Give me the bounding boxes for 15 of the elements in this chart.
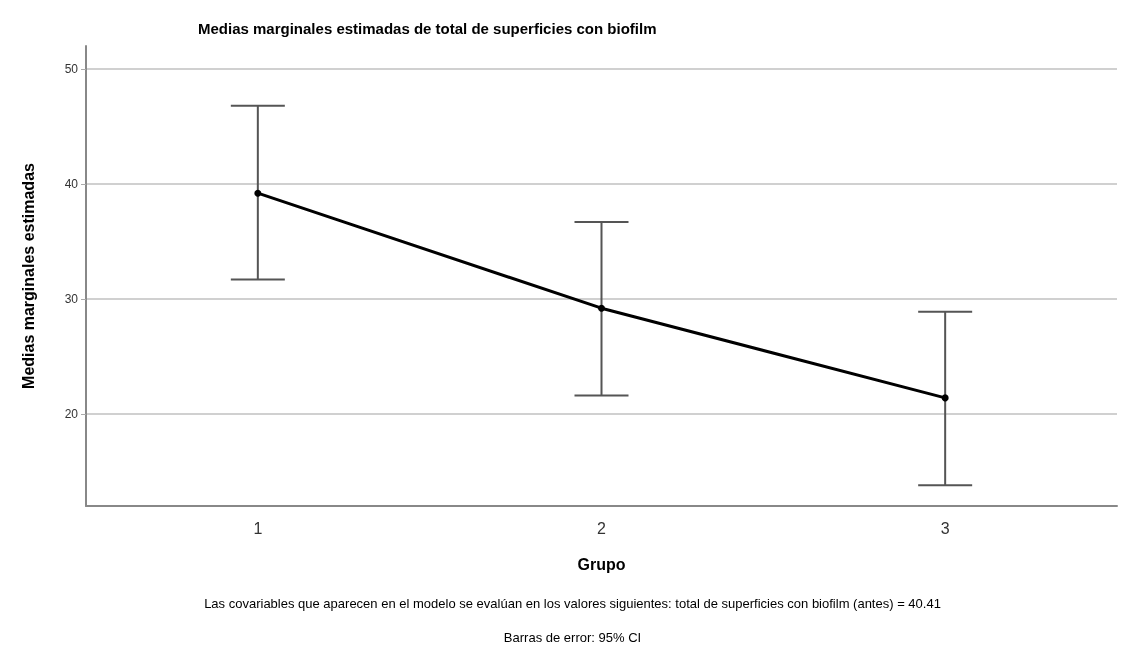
x-tick-label: 3 bbox=[940, 519, 950, 537]
x-axis-title: Grupo bbox=[577, 555, 626, 573]
y-tick-label: 30 bbox=[64, 292, 79, 306]
point bbox=[941, 394, 949, 402]
y-tick-label: 40 bbox=[64, 177, 79, 191]
x-tick-label: 2 bbox=[597, 519, 607, 537]
y-tick-label: 50 bbox=[64, 62, 79, 76]
x-tick-label: 1 bbox=[253, 519, 263, 537]
y-axis-title: Medias marginales estimadas bbox=[19, 162, 37, 389]
text: Barras de error: 95% CI bbox=[503, 630, 642, 645]
point bbox=[598, 304, 605, 312]
point bbox=[254, 189, 262, 197]
chart-title: Medias marginales estimadas de total de superficies con biofilm bbox=[198, 20, 657, 37]
text: Las covariables que aparecen en el modelo se evalúan en los valores siguientes: total de superficies con biofilm (antes) = 40.41 bbox=[204, 596, 941, 611]
y-tick-label: 20 bbox=[64, 407, 79, 421]
